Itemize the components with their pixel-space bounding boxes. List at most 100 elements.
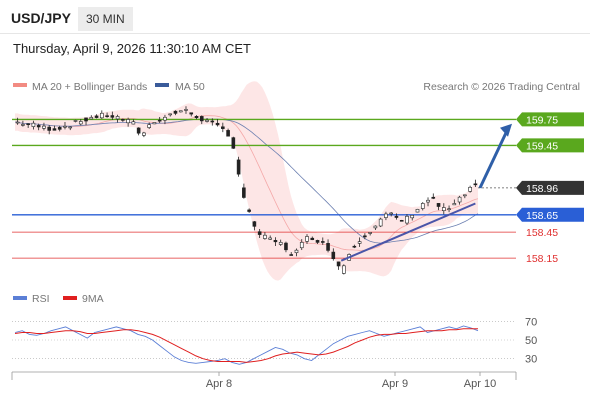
time-tick-label-2: Apr 10 <box>464 378 496 390</box>
candle-body <box>405 215 409 224</box>
candle-body <box>357 241 362 244</box>
candle-body <box>442 207 446 211</box>
price-panel: 159.75 159.45 158.65 158.45 158.15 158.96 <box>12 81 584 281</box>
candle-body <box>399 220 404 222</box>
ma20-legend-label: MA 20 + Bollinger Bands <box>32 81 147 93</box>
candle-body <box>226 130 230 137</box>
candle-body <box>247 209 251 212</box>
candle-body <box>205 119 209 122</box>
level-label-3: 158.45 <box>526 227 558 239</box>
candle-body <box>152 122 157 125</box>
candle-body <box>252 221 257 227</box>
rsi-tick-label-0: 70 <box>525 316 537 328</box>
candle-body <box>78 121 83 125</box>
candle-body <box>410 214 415 219</box>
candle-body <box>121 119 125 121</box>
candle-body <box>189 112 194 115</box>
level-label-2: 158.65 <box>526 210 558 222</box>
level-tag-0 <box>516 112 584 127</box>
candle-body <box>284 242 288 251</box>
candle-body <box>331 251 336 260</box>
candle-body <box>473 183 478 186</box>
candle-body <box>163 116 167 121</box>
candle-body <box>199 116 204 122</box>
time-tick-label-0: Apr 8 <box>206 378 232 390</box>
candle-body <box>320 241 325 243</box>
candle-body <box>126 119 130 124</box>
chart-header: USD/JPY 30 MIN Thursday, April 9, 2026 1… <box>0 0 590 70</box>
candle-body <box>94 115 99 118</box>
candle-body <box>231 137 236 149</box>
candle-body <box>115 116 120 120</box>
ma9-legend-label: 9MA <box>82 293 104 305</box>
level-label-0: 159.75 <box>526 114 558 126</box>
timeframe-badge[interactable]: 30 MIN <box>78 7 133 31</box>
candle-body <box>352 245 357 248</box>
candle-body <box>142 132 146 136</box>
time-axis: Apr 8 Apr 9 Apr 10 <box>11 371 517 390</box>
ma9-legend-swatch <box>63 296 77 300</box>
candle-body <box>452 203 457 206</box>
trend-line <box>340 202 476 262</box>
candle-body <box>31 122 36 127</box>
candle-body <box>178 110 183 113</box>
symbol-title: USD/JPY <box>11 10 71 26</box>
current-price-tag <box>516 180 584 195</box>
ma50-line <box>14 118 479 244</box>
candle-body <box>373 225 378 229</box>
rsi-panel: 70 50 30 <box>12 316 537 366</box>
candle-body <box>26 123 30 125</box>
candle-body <box>89 117 94 120</box>
candle-body <box>363 235 367 238</box>
ma50-legend-label: MA 50 <box>175 81 205 93</box>
candle-body <box>268 237 272 240</box>
candle-body <box>105 115 109 118</box>
candle-body <box>305 236 309 242</box>
candle-body <box>157 119 162 122</box>
ma20-legend-swatch <box>13 83 27 87</box>
candle-body <box>447 208 451 211</box>
candle-body <box>257 231 262 235</box>
candle-body <box>173 110 178 114</box>
candle-body <box>42 125 46 129</box>
projection-arrow-head <box>500 123 512 137</box>
rsi-legend-swatch <box>13 296 27 300</box>
candle-body <box>310 237 315 241</box>
candle-body <box>15 121 20 124</box>
candle-body <box>168 113 173 116</box>
candle-body <box>52 128 57 131</box>
candle-body <box>468 186 472 192</box>
candle-body <box>394 215 399 218</box>
candle-body <box>420 203 425 209</box>
candle-body <box>294 249 299 254</box>
level-tag-1 <box>516 138 584 153</box>
candle-body <box>389 212 393 215</box>
candle-body <box>84 117 88 122</box>
rsi-tick-label-1: 50 <box>525 335 537 347</box>
projection-arrow-shaft <box>478 130 509 189</box>
candle-body <box>463 194 467 197</box>
candle-body <box>368 232 372 234</box>
candle-body <box>47 126 51 131</box>
candle-body <box>184 109 188 111</box>
candle-body <box>263 234 267 239</box>
candle-body <box>384 213 388 218</box>
candle-body <box>273 240 278 243</box>
candle-body <box>68 126 73 129</box>
candle-body <box>378 218 383 227</box>
candle-body <box>242 187 246 198</box>
candle-body <box>315 240 320 243</box>
candle-body <box>457 196 462 203</box>
level-label-4: 158.15 <box>526 253 558 265</box>
credit-label: Research © 2026 Trading Central <box>423 81 580 93</box>
candle-body <box>299 242 304 249</box>
rsi-ma9-line <box>14 328 478 363</box>
candle-body <box>236 159 241 175</box>
candle-body <box>57 127 62 130</box>
level-label-1: 159.45 <box>526 140 558 152</box>
candle-body <box>342 265 346 274</box>
candle-body <box>136 127 141 134</box>
candle-body <box>289 254 294 256</box>
candle-body <box>21 124 25 126</box>
